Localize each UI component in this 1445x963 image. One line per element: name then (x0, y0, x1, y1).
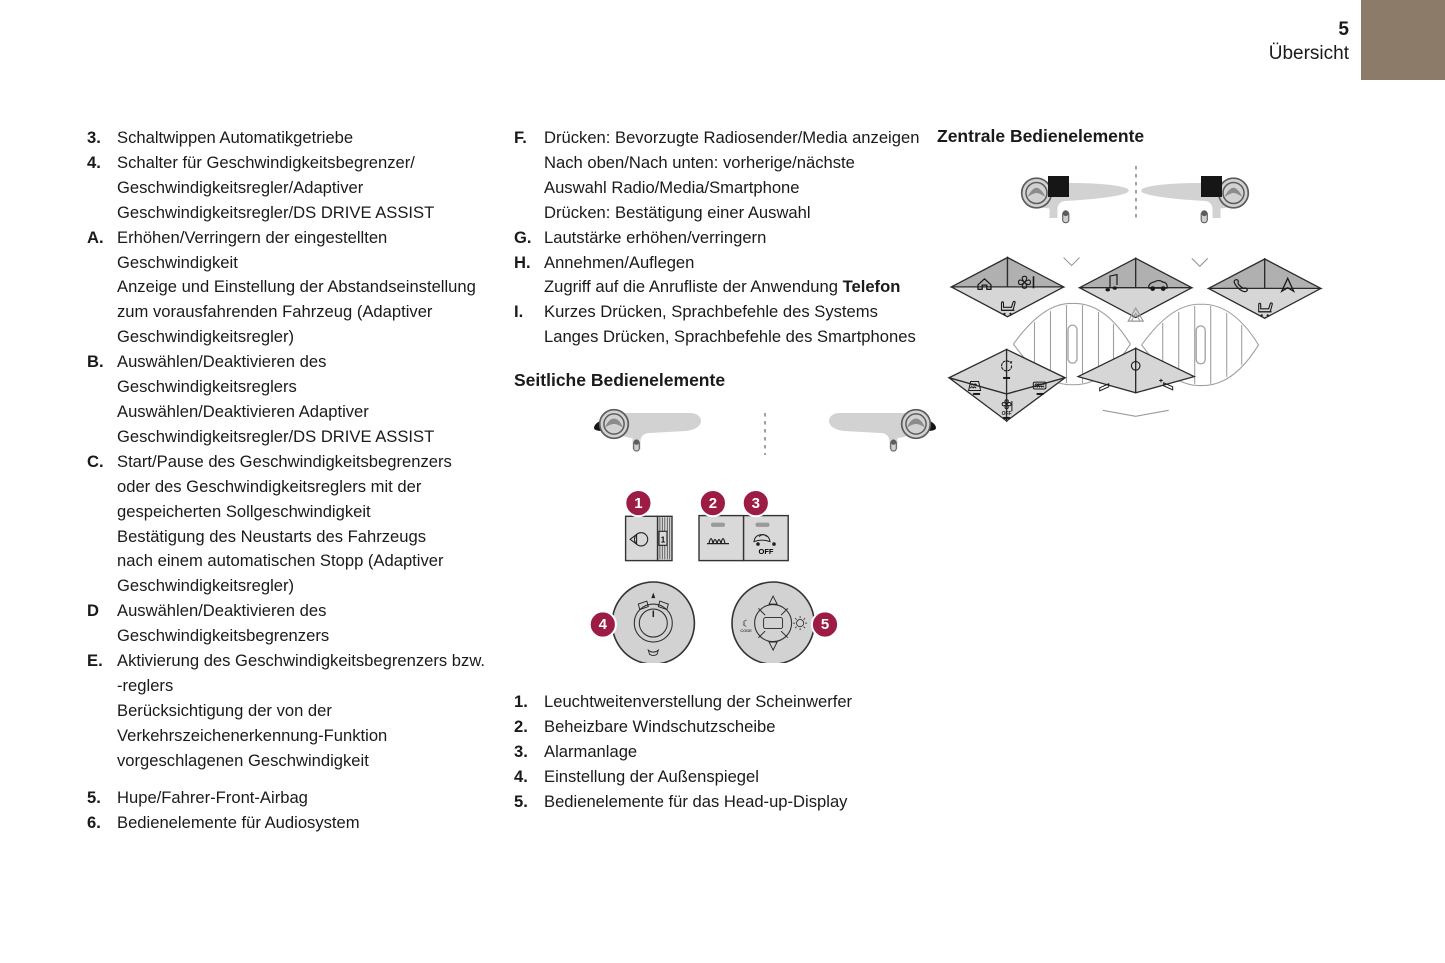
svg-text:CODE: CODE (740, 628, 752, 633)
svg-text:☾: ☾ (742, 618, 750, 628)
svg-text:3: 3 (752, 495, 760, 512)
svg-text:1: 1 (661, 535, 666, 544)
svg-text:5: 5 (821, 616, 829, 633)
svg-text:1: 1 (634, 495, 642, 512)
svg-text:2: 2 (709, 495, 717, 512)
svg-text:4: 4 (599, 616, 608, 633)
svg-text:OFF: OFF (759, 547, 774, 556)
